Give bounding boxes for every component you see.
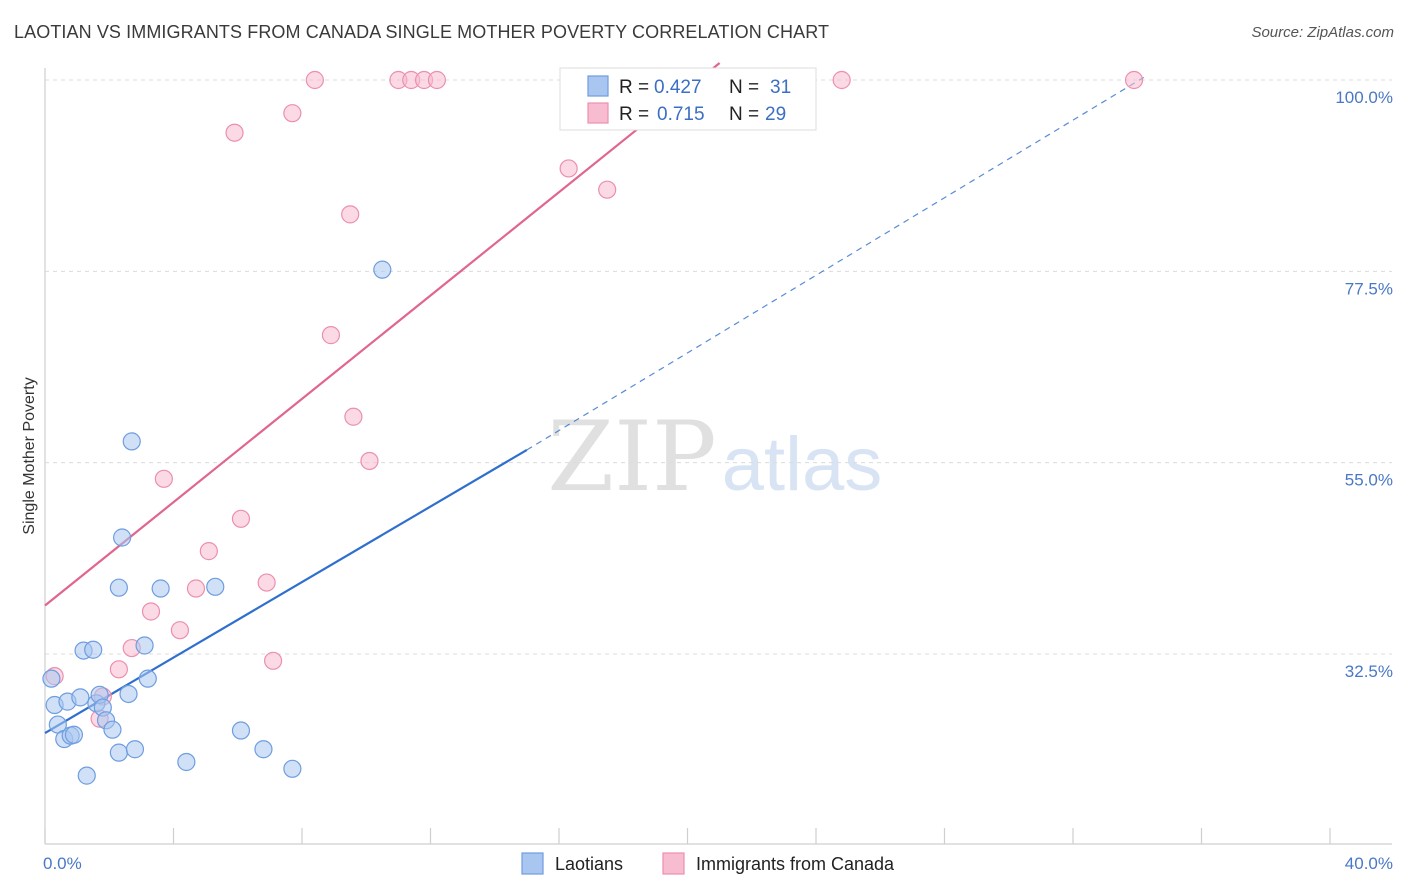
point-1-16 — [321, 326, 341, 345]
legend-r-value-1: 0.427 — [654, 77, 702, 98]
point-0-18 — [112, 528, 132, 547]
point-0-10 — [84, 640, 103, 659]
point-1-6 — [154, 469, 173, 488]
point-0-15 — [103, 720, 122, 739]
y-tick-label-1: 77.5% — [1345, 279, 1393, 298]
point-0-27 — [231, 721, 251, 740]
point-0-21 — [125, 740, 145, 759]
point-1-13 — [263, 651, 283, 670]
point-0-6 — [64, 725, 84, 744]
watermark-zip: ZIP — [547, 401, 716, 513]
y-tick-label-2: 55.0% — [1345, 471, 1393, 490]
point-0-9 — [77, 766, 96, 785]
y-axis-label: Single Mother Poverty — [21, 377, 38, 534]
point-1-12 — [257, 573, 276, 592]
trend-lines — [44, 62, 1144, 735]
point-0-23 — [138, 669, 157, 688]
axes — [44, 68, 1392, 845]
point-1-27 — [832, 70, 851, 90]
point-0-24 — [151, 579, 170, 598]
trend-line-1 — [44, 62, 721, 607]
x-tick-label-1: 40.0% — [1345, 854, 1393, 873]
grid-lines — [45, 79, 1392, 655]
point-1-28 — [1124, 70, 1144, 90]
point-1-25 — [598, 180, 617, 199]
point-0-19 — [119, 684, 138, 704]
y-tick-label-0: 100.0% — [1335, 88, 1393, 107]
y-tick-label-3: 32.5% — [1345, 662, 1393, 681]
point-1-14 — [283, 104, 302, 123]
legend-n-value-2: 29 — [765, 104, 786, 125]
watermark-atlas: atlas — [722, 422, 883, 507]
x-tick-label-0: 0.0% — [43, 854, 82, 873]
tick-labels: 100.0% 77.5% 55.0% 32.5% 0.0% 40.0% — [43, 88, 1393, 873]
legend-n-label-1: N = — [729, 77, 759, 98]
point-1-3 — [109, 660, 128, 679]
chart-title: LAOTIAN VS IMMIGRANTS FROM CANADA SINGLE… — [14, 22, 830, 42]
legend-swatch-canada — [587, 102, 609, 124]
bottom-legend: Laotians Immigrants from Canada — [521, 852, 895, 875]
point-0-25 — [177, 752, 196, 772]
bottom-legend-swatch-laotians — [521, 852, 544, 875]
point-0-16 — [109, 743, 128, 762]
point-0-20 — [122, 432, 141, 451]
legend: R = 0.427 N = 31 R = 0.715 N = 29 — [559, 67, 817, 131]
legend-n-label-2: N = — [729, 104, 759, 125]
point-0-30 — [373, 260, 392, 279]
trend-extension-0 — [526, 76, 1144, 451]
point-1-7 — [170, 621, 190, 640]
point-0-0 — [42, 669, 61, 688]
point-1-24 — [559, 159, 578, 178]
point-0-29 — [283, 759, 302, 778]
point-1-10 — [225, 123, 244, 142]
legend-r-label-2: R = — [619, 104, 649, 125]
point-0-7 — [71, 688, 90, 707]
legend-r-value-2: 0.715 — [657, 104, 705, 125]
point-0-28 — [254, 740, 273, 759]
point-1-18 — [344, 407, 363, 426]
point-0-22 — [135, 636, 154, 655]
source-credit: Source: ZipAtlas.com — [1251, 24, 1394, 41]
point-1-19 — [360, 451, 379, 471]
point-1-11 — [231, 509, 251, 528]
point-0-26 — [206, 577, 225, 596]
point-1-17 — [341, 205, 360, 224]
point-1-5 — [141, 602, 161, 621]
point-1-15 — [305, 70, 324, 90]
point-1-9 — [199, 542, 218, 561]
point-1-8 — [186, 579, 206, 598]
point-1-23 — [427, 70, 447, 90]
bottom-legend-laotians: Laotians — [555, 854, 623, 874]
bottom-legend-swatch-canada — [662, 852, 685, 875]
data-points — [42, 70, 1144, 785]
legend-n-value-1: 31 — [770, 77, 791, 98]
legend-r-label-1: R = — [619, 77, 649, 98]
bottom-legend-canada: Immigrants from Canada — [696, 854, 895, 874]
legend-swatch-laotians — [587, 75, 609, 97]
point-0-17 — [109, 578, 128, 597]
